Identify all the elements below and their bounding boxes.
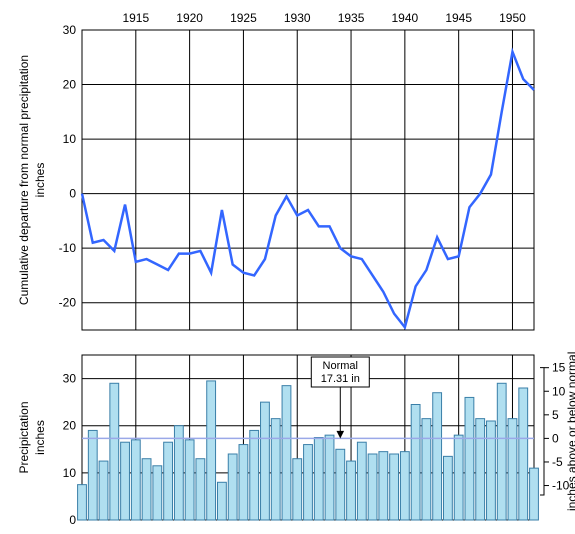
precip-bar (153, 466, 162, 520)
precip-bar (368, 454, 377, 520)
top-panel-frame (82, 30, 534, 330)
right-axis-tick-label: 15 (552, 361, 566, 375)
top-ytick-label: 10 (63, 132, 77, 146)
normal-annotation-line2: 17.31 in (321, 373, 360, 385)
precip-bar (443, 456, 452, 520)
precip-bar (261, 402, 270, 520)
precip-bar (390, 454, 399, 520)
precip-bar (400, 452, 409, 520)
precip-bar (314, 438, 323, 521)
precip-bar (519, 388, 528, 520)
precip-bar (239, 445, 248, 520)
precip-bar (207, 381, 216, 520)
precip-bar (497, 383, 506, 520)
bottom-ylabel-units: inches (33, 420, 47, 455)
precip-bar (454, 435, 463, 520)
precip-bar (271, 419, 280, 520)
precip-bar (347, 461, 356, 520)
precip-bar (508, 419, 517, 520)
precip-bar (196, 459, 205, 520)
year-tick-label: 1920 (176, 11, 203, 25)
top-ytick-label: 30 (63, 23, 77, 37)
precip-bar (164, 442, 173, 520)
cumulative-departure-line (82, 52, 534, 327)
top-ytick-label: -20 (59, 296, 77, 310)
precip-bar (465, 397, 474, 520)
precip-bar (530, 468, 539, 520)
top-ytick-label: 20 (63, 78, 77, 92)
chart-svg: 1915 1920 1925 1930 1935 1940 1945 1950 -20 -10 0 1… (0, 0, 575, 534)
top-ytick-label: -10 (59, 241, 77, 255)
year-tick-label: 1930 (284, 11, 311, 25)
precip-bar (185, 440, 194, 520)
bottom-ytick-label: 30 (63, 372, 77, 386)
right-axis-tick-label: 10 (552, 384, 566, 398)
right-axis-tick-label: 5 (552, 408, 559, 422)
precip-bar (411, 405, 420, 521)
right-axis-tick-label: 0 (552, 431, 559, 445)
bottom-ytick-label: 20 (63, 419, 77, 433)
year-tick-label: 1950 (499, 11, 526, 25)
precip-bar (304, 445, 313, 520)
year-tick-label: 1925 (230, 11, 257, 25)
year-tick-label: 1940 (392, 11, 419, 25)
precip-bar (422, 419, 431, 520)
bottom-ytick-label: 0 (69, 513, 76, 527)
precip-bar (336, 449, 345, 520)
precip-bar (250, 430, 259, 520)
top-ylabel-units: inches (33, 163, 47, 198)
precip-bar (476, 419, 485, 520)
precip-bar (78, 485, 87, 520)
precip-bar (379, 452, 388, 520)
precip-bar (88, 430, 97, 520)
bottom-ylabel: Precipictation (17, 401, 31, 473)
precip-bar (142, 459, 151, 520)
right-axis-tick-label: -5 (552, 455, 563, 469)
right-axis-label: inches above or below normal (565, 352, 575, 511)
right-axis-bracket (540, 368, 544, 495)
year-tick-label: 1915 (122, 11, 149, 25)
precip-bar (357, 442, 366, 520)
year-tick-label: 1935 (338, 11, 365, 25)
precip-bar (293, 459, 302, 520)
precip-bar (121, 442, 130, 520)
bottom-ytick-label: 10 (63, 466, 77, 480)
top-ytick-label: 0 (69, 187, 76, 201)
precip-bar (131, 440, 140, 520)
precip-bar (99, 461, 108, 520)
precip-bar (228, 454, 237, 520)
precip-bar (433, 393, 442, 520)
precip-bar (325, 435, 334, 520)
chart-container: 1915 1920 1925 1930 1935 1940 1945 1950 -20 -10 0 1… (0, 0, 575, 534)
precip-bar (282, 386, 291, 520)
precip-bar (217, 482, 226, 520)
normal-annotation-line1: Normal (323, 360, 358, 372)
precip-bar (174, 426, 183, 520)
normal-annotation-arrowhead (337, 431, 343, 437)
year-tick-label: 1945 (445, 11, 472, 25)
precip-bar (487, 421, 496, 520)
top-ylabel: Cumulative departure from normal precipi… (17, 55, 31, 305)
precip-bar (110, 383, 119, 520)
